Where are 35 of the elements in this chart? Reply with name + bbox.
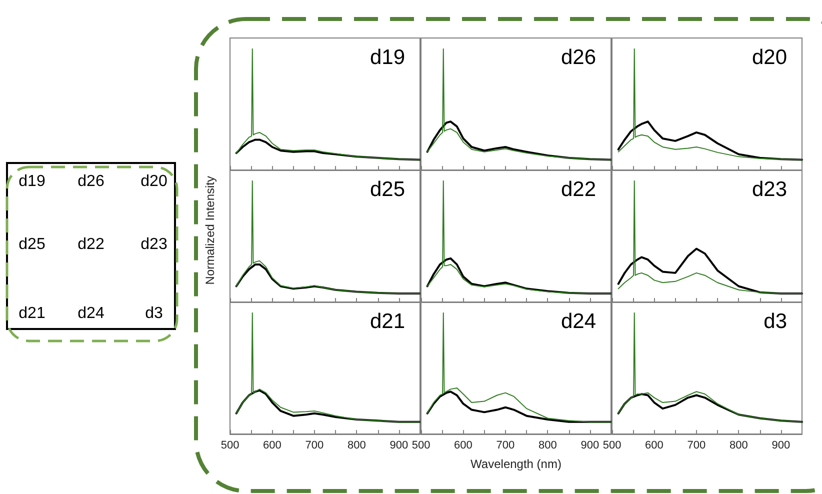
x-axis-title: Wavelength (nm) xyxy=(470,457,562,471)
text: d19 xyxy=(18,173,46,191)
chart-title: d20 xyxy=(752,46,788,69)
x-tick-label: 500 xyxy=(412,440,430,452)
text: d3 xyxy=(145,305,163,323)
x-tick-label: 800 xyxy=(538,440,557,452)
x-tick-label: 500 xyxy=(220,440,240,452)
text: d21 xyxy=(18,305,46,323)
text: d26 xyxy=(78,173,104,191)
x-tick-label: 900 xyxy=(390,440,408,452)
chart-title: d25 xyxy=(370,178,406,201)
x-tick-label: 900 xyxy=(580,440,600,452)
text: d23 xyxy=(140,236,168,254)
x-tick-label: 700 xyxy=(496,440,515,452)
text: d25 xyxy=(18,236,46,254)
x-tick-label: 700 xyxy=(687,440,706,452)
text: d22 xyxy=(78,236,104,254)
x-tick-label: 900 xyxy=(772,440,790,452)
chart-title: d19 xyxy=(370,46,406,69)
chart-title: d26 xyxy=(560,46,596,69)
x-tick-label: 600 xyxy=(454,440,472,452)
text: d20 xyxy=(140,173,168,191)
x-tick-label: 700 xyxy=(305,440,324,452)
chart-title: d23 xyxy=(752,178,788,201)
x-tick-label: 500 xyxy=(602,440,622,452)
x-tick-label: 800 xyxy=(347,440,366,452)
x-tick-label: 600 xyxy=(645,440,664,452)
chart-title: d21 xyxy=(370,310,406,333)
text: d24 xyxy=(78,305,104,323)
chart-title: d3 xyxy=(764,310,787,333)
chart-title: d22 xyxy=(560,178,596,201)
x-tick-label: 800 xyxy=(729,440,748,452)
y-axis-title: Normalized Intensity xyxy=(203,176,217,285)
chart-title: d24 xyxy=(560,310,596,333)
x-tick-label: 600 xyxy=(263,440,282,452)
